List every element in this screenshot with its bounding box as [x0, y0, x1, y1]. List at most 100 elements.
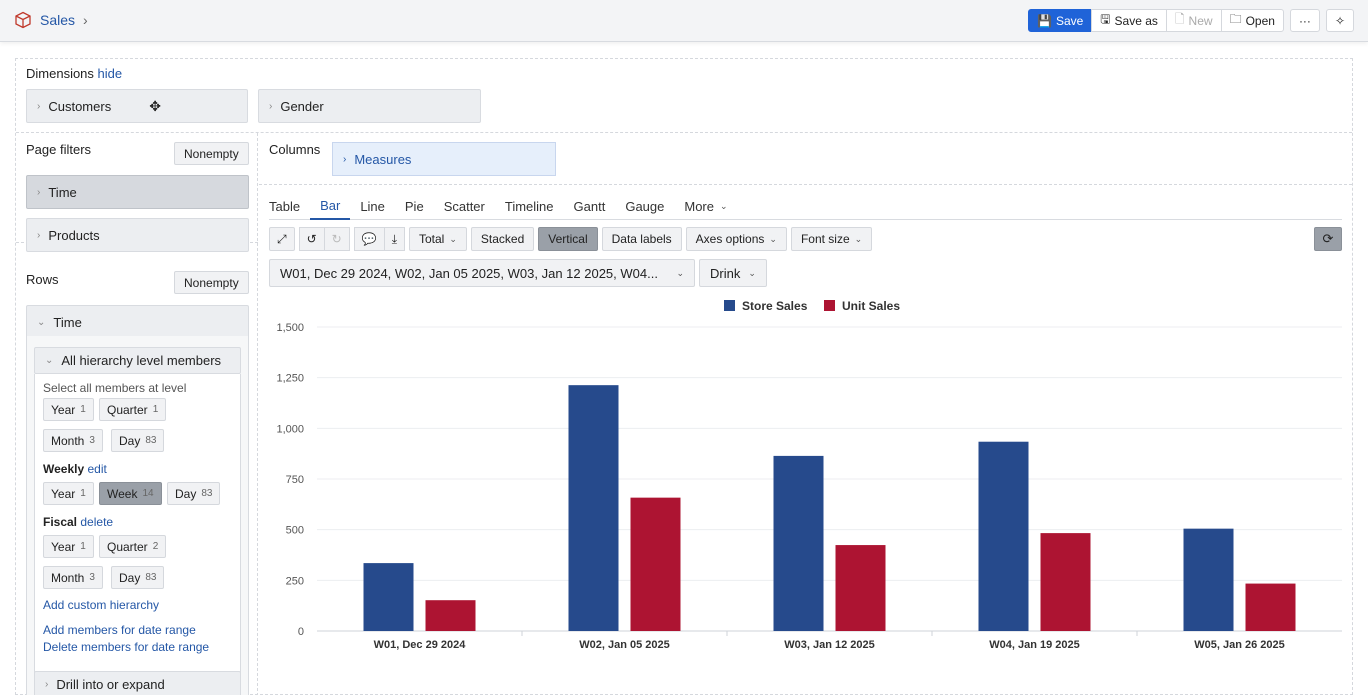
left-panel: Page filters Nonempty › Time › Products …	[16, 133, 258, 695]
tab-pie[interactable]: Pie	[404, 199, 424, 214]
download-icon: ⤓	[391, 231, 397, 246]
new-button[interactable]: 🗋 New	[1165, 9, 1222, 32]
delete-date-range-link[interactable]: Delete members for date range	[43, 640, 210, 654]
redo-icon: ↻	[331, 232, 342, 246]
time-filter-select[interactable]: W01, Dec 29 2024, W02, Jan 05 2025, W03,…	[269, 259, 695, 287]
tab-more[interactable]: More ⌄	[684, 199, 728, 214]
dimension-gender[interactable]: › Gender	[258, 89, 481, 123]
chart-area: Columns › Measures Table Bar Line Pie Sc…	[259, 133, 1352, 695]
move-cursor-icon: ✥	[149, 97, 161, 114]
dimensions-header: Dimensions hide	[26, 66, 122, 81]
dimensions-label: Dimensions	[26, 66, 94, 81]
chevron-right-icon: ›	[45, 679, 49, 690]
refresh-button[interactable]: ⟳	[1314, 227, 1342, 251]
undo-redo-group: ↺ ↻	[298, 227, 350, 252]
fiscal-month-chip[interactable]: Month 3	[43, 566, 103, 589]
page-filters-label: Page filters	[26, 142, 92, 157]
chevron-down-icon: ⌄	[676, 267, 684, 278]
chevron-down-icon: ⌄	[449, 233, 457, 244]
product-filter-select[interactable]: Drink ⌄	[699, 259, 767, 287]
chevron-down-icon: ⌄	[748, 267, 756, 278]
top-bar: Sales › 💾 Save 🖫 Save as 🗋 New 🗀 Open ··…	[0, 0, 1368, 42]
more-menu-button[interactable]: ···	[1289, 9, 1320, 32]
chevron-right-icon: ›	[269, 100, 273, 112]
add-custom-hierarchy-link[interactable]: Add custom hierarchy	[43, 598, 160, 612]
level-month-chip[interactable]: Month 3	[43, 429, 103, 452]
data-labels-toggle[interactable]: Data labels	[601, 227, 682, 251]
tab-gantt[interactable]: Gantt	[573, 199, 606, 214]
refresh-icon: ⟳	[1322, 231, 1334, 246]
page-filters-nonempty-button[interactable]: Nonempty	[174, 142, 249, 165]
stacked-toggle[interactable]: Stacked	[470, 227, 535, 251]
total-dropdown[interactable]: Total ⌄	[409, 227, 467, 251]
tab-gauge[interactable]: Gauge	[625, 199, 665, 214]
hide-dimensions-link[interactable]: hide	[97, 66, 123, 81]
save-as-button[interactable]: 🖫 Save as	[1091, 9, 1167, 32]
tab-table[interactable]: Table	[269, 199, 301, 214]
level-year-chip[interactable]: Year 1	[43, 398, 94, 421]
folder-icon: 🗀	[1229, 12, 1242, 26]
chevron-down-icon: ⌄	[769, 233, 777, 244]
report-builder: Dimensions hide › Customers ✥ › Gender P…	[15, 58, 1353, 695]
weekly-year-chip[interactable]: Year 1	[43, 482, 94, 505]
chevron-right-icon: ›	[83, 12, 88, 28]
save-icon: 💾	[1036, 13, 1052, 28]
weekly-week-chip[interactable]: Week 14	[99, 482, 162, 505]
rows-nonempty-button[interactable]: Nonempty	[174, 271, 249, 294]
weekly-hierarchy-header: Weekly edit	[43, 462, 107, 476]
report-title[interactable]: Sales	[40, 12, 76, 28]
chevron-down-icon: ⌄	[37, 316, 46, 328]
cube-icon	[15, 11, 31, 29]
comment-button[interactable]: 💬	[353, 227, 385, 251]
fiscal-day-chip[interactable]: Day 83	[111, 566, 165, 589]
page-filter-time[interactable]: › Time	[26, 175, 249, 209]
tab-timeline[interactable]: Timeline	[504, 199, 554, 214]
weekly-day-chip[interactable]: Day 83	[167, 482, 221, 505]
breadcrumb: Sales ›	[14, 11, 88, 29]
sparkle-icon: ✧	[1334, 13, 1345, 28]
axes-options-dropdown[interactable]: Axes options ⌄	[685, 227, 787, 251]
fiscal-quarter-chip[interactable]: Quarter 2	[99, 535, 167, 558]
dimension-customers[interactable]: › Customers ✥	[26, 89, 248, 123]
tab-scatter[interactable]: Scatter	[443, 199, 485, 214]
sparkle-button[interactable]: ✧	[1325, 9, 1354, 32]
hierarchy-levels-body: Select all members at level Year 1 Quarte…	[34, 374, 241, 692]
page-filter-products[interactable]: › Products	[26, 218, 249, 252]
edit-weekly-link[interactable]: edit	[87, 462, 107, 476]
redo-button[interactable]: ↻	[323, 227, 350, 251]
drill-expand-header[interactable]: › Drill into or expand	[34, 671, 241, 695]
open-button[interactable]: 🗀 Open	[1220, 9, 1284, 32]
report-toolbar: 💾 Save 🖫 Save as 🗋 New 🗀 Open ··· ✧	[1027, 9, 1354, 32]
rows-label: Rows	[26, 272, 59, 287]
chevron-right-icon: ›	[37, 229, 41, 241]
undo-button[interactable]: ↺	[298, 227, 325, 251]
download-button[interactable]: ⤓	[383, 227, 405, 251]
chevron-down-icon: ⌄	[45, 355, 54, 366]
fullscreen-button[interactable]: ⤢	[269, 227, 295, 251]
file-icon: 🗋	[1174, 12, 1185, 26]
delete-fiscal-link[interactable]: delete	[80, 515, 114, 529]
save-button[interactable]: 💾 Save	[1027, 9, 1093, 32]
hierarchy-levels-header[interactable]: ⌄ All hierarchy level members	[34, 347, 241, 374]
comment-export-group: 💬 ⤓	[353, 227, 405, 252]
page-filters-section: Page filters Nonempty › Time › Products	[16, 133, 258, 252]
column-measures[interactable]: › Measures	[332, 142, 556, 176]
chart-toolbar: ⤢ ↺ ↻ 💬 ⤓ Total ⌄ Stacked Vertical Data l…	[269, 227, 873, 252]
chart-type-tabs: Table Bar Line Pie Scatter Timeline Gant…	[269, 193, 1342, 220]
add-date-range-link[interactable]: Add members for date range	[43, 623, 196, 637]
chart-filter-bar: W01, Dec 29 2024, W02, Jan 05 2025, W03,…	[269, 259, 767, 287]
tab-line[interactable]: Line	[360, 199, 385, 214]
select-members-hint: Select all members at level	[43, 381, 187, 395]
columns-label: Columns	[269, 142, 321, 157]
fiscal-year-chip[interactable]: Year 1	[43, 535, 94, 558]
vertical-toggle[interactable]: Vertical	[538, 227, 598, 251]
chevron-right-icon: ›	[37, 186, 41, 198]
level-day-chip[interactable]: Day 83	[111, 429, 165, 452]
comment-icon: 💬	[361, 232, 377, 246]
level-quarter-chip[interactable]: Quarter 1	[99, 398, 167, 421]
tab-bar[interactable]: Bar	[310, 193, 351, 220]
font-size-dropdown[interactable]: Font size ⌄	[790, 227, 873, 251]
chevron-down-icon: ⌄	[720, 201, 728, 211]
expand-icon: ⤢	[277, 231, 287, 246]
row-time[interactable]: ⌄ Time	[26, 305, 249, 339]
